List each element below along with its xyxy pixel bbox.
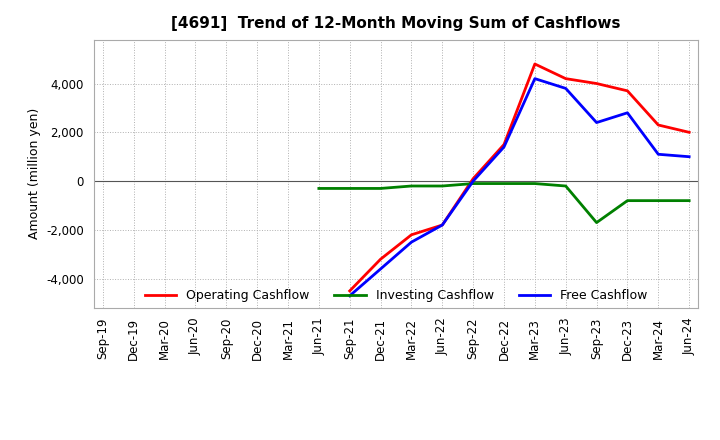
Free Cashflow: [685, 154, 693, 159]
Investing Cashflow: [654, 198, 662, 203]
Free Cashflow: [346, 293, 354, 298]
Free Cashflow: [562, 86, 570, 91]
Investing Cashflow: [593, 220, 601, 225]
Line: Investing Cashflow: Investing Cashflow: [319, 183, 689, 223]
Operating Cashflow: [407, 232, 415, 238]
Investing Cashflow: [315, 186, 323, 191]
Free Cashflow: [377, 266, 385, 271]
Investing Cashflow: [562, 183, 570, 189]
Free Cashflow: [593, 120, 601, 125]
Free Cashflow: [623, 110, 631, 115]
Free Cashflow: [531, 76, 539, 81]
Investing Cashflow: [623, 198, 631, 203]
Operating Cashflow: [562, 76, 570, 81]
Operating Cashflow: [438, 222, 446, 227]
Free Cashflow: [438, 222, 446, 227]
Free Cashflow: [500, 144, 508, 150]
Investing Cashflow: [438, 183, 446, 189]
Line: Free Cashflow: Free Cashflow: [350, 79, 689, 296]
Operating Cashflow: [500, 142, 508, 147]
Investing Cashflow: [685, 198, 693, 203]
Investing Cashflow: [500, 181, 508, 186]
Operating Cashflow: [377, 257, 385, 262]
Free Cashflow: [407, 239, 415, 245]
Investing Cashflow: [407, 183, 415, 189]
Free Cashflow: [469, 179, 477, 184]
Operating Cashflow: [469, 176, 477, 181]
Operating Cashflow: [531, 61, 539, 66]
Operating Cashflow: [593, 81, 601, 86]
Free Cashflow: [654, 152, 662, 157]
Title: [4691]  Trend of 12-Month Moving Sum of Cashflows: [4691] Trend of 12-Month Moving Sum of C…: [171, 16, 621, 32]
Line: Operating Cashflow: Operating Cashflow: [350, 64, 689, 291]
Investing Cashflow: [377, 186, 385, 191]
Investing Cashflow: [531, 181, 539, 186]
Operating Cashflow: [623, 88, 631, 93]
Investing Cashflow: [469, 181, 477, 186]
Operating Cashflow: [685, 130, 693, 135]
Operating Cashflow: [654, 122, 662, 128]
Investing Cashflow: [346, 186, 354, 191]
Y-axis label: Amount (million yen): Amount (million yen): [27, 108, 40, 239]
Operating Cashflow: [346, 288, 354, 293]
Legend: Operating Cashflow, Investing Cashflow, Free Cashflow: Operating Cashflow, Investing Cashflow, …: [140, 284, 652, 307]
